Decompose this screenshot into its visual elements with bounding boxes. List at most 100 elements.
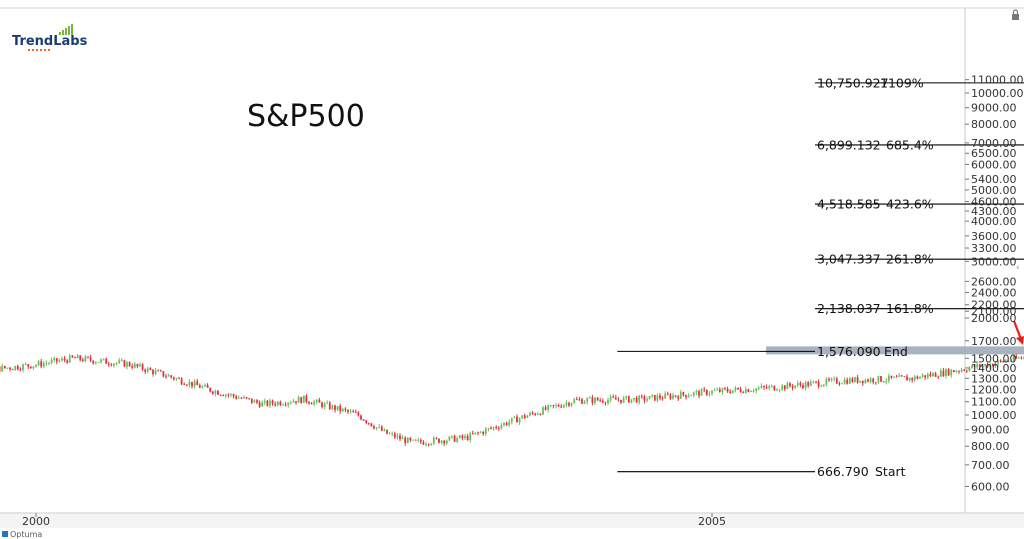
candle-body bbox=[913, 376, 916, 380]
candle-body bbox=[198, 385, 201, 388]
candle-body bbox=[497, 428, 500, 429]
candle-body bbox=[542, 407, 544, 415]
candle-body bbox=[536, 413, 539, 415]
time-axis[interactable]: 2000200520102015202020252030 bbox=[22, 513, 1024, 528]
candle-body bbox=[622, 397, 625, 403]
candle-body bbox=[698, 391, 700, 396]
candle-body bbox=[149, 368, 152, 370]
logo-bar bbox=[65, 28, 67, 35]
price-tick-label: 1500.00 bbox=[971, 352, 1017, 365]
trendlabs-logo: TrendLabs bbox=[12, 24, 88, 51]
candle-body bbox=[287, 402, 290, 405]
price-tick-label: 2200.00 bbox=[971, 299, 1017, 312]
candle-body bbox=[347, 409, 349, 412]
candle-body bbox=[633, 397, 635, 400]
scale-handle-icon[interactable]: ‹ bbox=[1016, 263, 1020, 273]
logo-bar bbox=[62, 30, 64, 35]
candle-body bbox=[856, 377, 859, 383]
candle-body bbox=[828, 378, 830, 381]
level-tag-label: 161.8% bbox=[886, 301, 934, 316]
candle-body bbox=[757, 387, 760, 389]
optuma-icon bbox=[2, 531, 8, 537]
level-value-label: 3,047.337 bbox=[817, 252, 881, 267]
candle-body bbox=[321, 402, 323, 408]
resistance-zone bbox=[766, 346, 1024, 355]
candle-body bbox=[224, 394, 227, 397]
chart-title: S&P500 bbox=[247, 99, 365, 134]
candle-body bbox=[776, 390, 778, 392]
candle-body bbox=[40, 361, 43, 367]
arrows bbox=[1012, 320, 1024, 345]
candle-body bbox=[354, 412, 357, 414]
candle-body bbox=[669, 394, 672, 399]
candle-body bbox=[71, 355, 74, 358]
candle-body bbox=[568, 402, 570, 406]
candle-body bbox=[55, 358, 58, 362]
candle-body bbox=[279, 401, 282, 405]
logo-dot bbox=[36, 49, 38, 51]
candle-body bbox=[204, 385, 206, 387]
candle-body bbox=[942, 370, 945, 377]
candle-body bbox=[97, 362, 100, 363]
candle-body bbox=[968, 367, 971, 372]
candle-body bbox=[466, 435, 469, 440]
candle-body bbox=[438, 438, 440, 443]
candle-body bbox=[586, 398, 589, 402]
candle-body bbox=[690, 395, 693, 397]
candle-body bbox=[92, 360, 95, 364]
candle-body bbox=[627, 396, 630, 403]
candle-body bbox=[729, 391, 732, 394]
candle-body bbox=[755, 388, 758, 392]
candle-body bbox=[932, 373, 934, 376]
candle-body bbox=[562, 404, 565, 408]
candle-body bbox=[123, 360, 126, 367]
candle-body bbox=[848, 378, 851, 384]
candle-body bbox=[456, 437, 459, 442]
candle-body bbox=[620, 399, 622, 403]
red-arrow-icon bbox=[1012, 320, 1024, 345]
level-value-label: 4,518.585 bbox=[817, 197, 881, 212]
candle-body bbox=[482, 431, 485, 434]
candle-body bbox=[240, 397, 243, 399]
candle-body bbox=[425, 444, 427, 445]
candle-body bbox=[341, 408, 344, 412]
lock-icon[interactable] bbox=[1012, 9, 1019, 20]
candle-body bbox=[32, 366, 35, 369]
candle-body bbox=[414, 439, 417, 441]
price-tick-label: 900.00 bbox=[971, 424, 1010, 437]
candle-body bbox=[370, 423, 373, 427]
price-axis[interactable]: 600.00 700.00 800.00 900.00 1000.001100.0012… bbox=[965, 74, 1024, 494]
logo-dot bbox=[32, 49, 34, 51]
candle-body bbox=[685, 394, 687, 398]
candle-body bbox=[997, 360, 999, 364]
candle-body bbox=[178, 378, 180, 380]
candle-body bbox=[417, 439, 420, 441]
candle-body bbox=[578, 399, 581, 401]
candle-body bbox=[713, 390, 716, 392]
candle-body bbox=[58, 360, 61, 362]
candle-body bbox=[791, 386, 794, 388]
candle-body bbox=[607, 399, 609, 404]
price-tick-label: 3300.00 bbox=[971, 242, 1017, 255]
candle-body bbox=[253, 400, 256, 403]
candle-body bbox=[118, 360, 121, 363]
candle-body bbox=[760, 385, 763, 388]
candle-body bbox=[9, 367, 11, 370]
candle-body bbox=[334, 405, 336, 411]
candle-body bbox=[908, 377, 911, 381]
candle-body bbox=[583, 401, 586, 404]
candle-body bbox=[588, 397, 591, 399]
candle-body bbox=[35, 364, 37, 367]
time-tick-label: 2005 bbox=[698, 515, 726, 528]
candle-body bbox=[687, 395, 690, 398]
candle-body bbox=[297, 397, 300, 403]
candle-body bbox=[209, 387, 212, 392]
candle-body bbox=[796, 383, 799, 386]
optuma-label: Optuma bbox=[10, 530, 42, 539]
candle-body bbox=[789, 383, 791, 387]
candle-body bbox=[802, 385, 804, 389]
price-tick-label: 1100.00 bbox=[971, 396, 1017, 409]
candle-body bbox=[339, 405, 342, 412]
candle-body bbox=[362, 419, 365, 421]
